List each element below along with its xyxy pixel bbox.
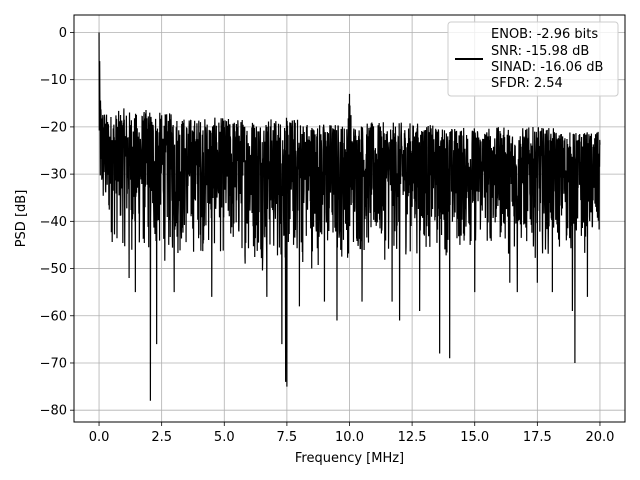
y-tick-label: −60 [40,309,67,324]
x-tick-label: 10.0 [335,430,364,445]
legend-entry-sfdr: SFDR: 2.54 [491,76,563,91]
x-tick-label: 12.5 [398,430,427,445]
x-tick-label: 20.0 [585,430,614,445]
y-tick-label: −70 [40,356,67,371]
y-tick-label: 0 [59,26,67,41]
legend: ENOB: -2.96 bits SNR: -15.98 dB SINAD: -… [447,21,619,97]
x-tick-label: 0.0 [89,430,110,445]
y-axis-label: PSD [dB] [14,190,29,248]
legend-entry-sinad: SINAD: -16.06 dB [491,60,603,75]
x-tick-label: 7.5 [277,430,298,445]
x-tick-label: 5.0 [214,430,235,445]
legend-entry-enob: ENOB: -2.96 bits [491,27,598,42]
x-axis-ticks: 0.0 2.5 5.0 7.5 10.0 12.5 15.0 17.5 20.0 [89,422,614,445]
y-tick-label: −50 [40,262,67,277]
x-tick-label: 2.5 [151,430,172,445]
y-tick-label: −20 [40,120,67,135]
legend-entry-snr: SNR: -15.98 dB [491,44,589,59]
y-axis-ticks: 0 −10 −20 −30 −40 −50 −60 −70 −80 [40,26,74,419]
x-tick-label: 17.5 [523,430,552,445]
y-tick-label: −30 [40,168,67,183]
y-tick-label: −10 [40,73,67,88]
y-tick-label: −80 [40,404,67,419]
x-tick-label: 15.0 [460,430,489,445]
legend-box [447,21,619,97]
y-tick-label: −40 [40,215,67,230]
psd-series [98,32,601,401]
x-axis-label: Frequency [MHz] [295,451,404,466]
psd-trace [98,32,601,401]
